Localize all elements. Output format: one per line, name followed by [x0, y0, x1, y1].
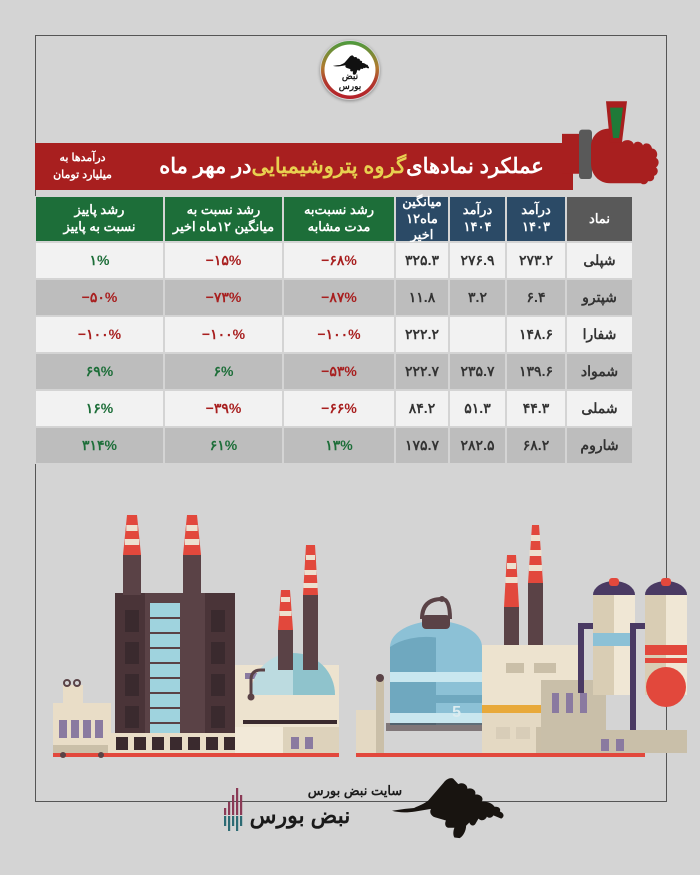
svg-text:نبض بورس: نبض بورس [250, 803, 351, 829]
svg-text:بورس: بورس [339, 81, 362, 92]
svg-text:سایت نبض بورس: سایت نبض بورس [308, 783, 403, 799]
svg-text:5: 5 [452, 704, 461, 721]
